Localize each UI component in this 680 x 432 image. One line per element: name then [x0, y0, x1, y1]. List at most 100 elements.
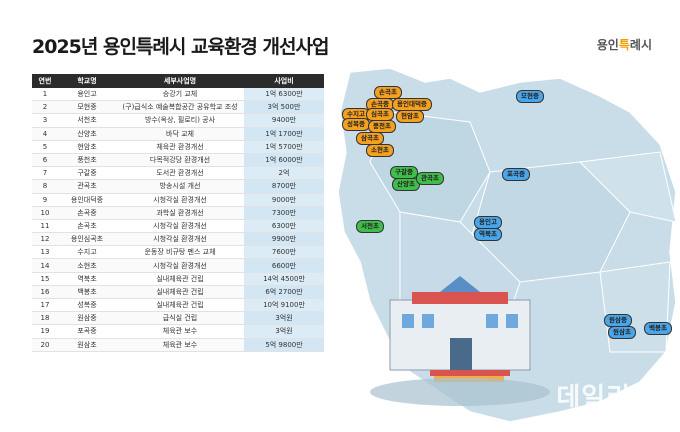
row-number: 20: [32, 338, 58, 352]
logo-text-2: 특: [618, 38, 630, 52]
row-cost: 10억 9100만: [244, 298, 324, 313]
map-label-baekbong: 백봉초: [644, 322, 672, 335]
row-cost: 5억 9800만: [244, 338, 324, 352]
row-school: 산양초: [58, 127, 116, 141]
watermark: 데일리안: [556, 383, 656, 413]
row-project: 체육관 환경개선: [116, 140, 244, 154]
row-project: 도서관 환경개선: [116, 166, 244, 181]
school-illustration: [370, 276, 550, 406]
map-label-sohyeon: 소현초: [366, 144, 394, 157]
row-number: 12: [32, 232, 58, 247]
row-project: 실내체육관 건립: [116, 272, 244, 286]
table-row: 2 모현중 (구)급식소 예술복합공간 공유학교 조성 3억 500만: [32, 100, 324, 115]
table-row: 1 용인고 승강기 교체 1억 6300만: [32, 88, 324, 102]
row-school: 원삼초: [58, 338, 116, 352]
row-cost: 9900만: [244, 232, 324, 247]
row-number: 2: [32, 100, 58, 115]
row-project: 시청각실 환경개선: [116, 232, 244, 247]
row-number: 14: [32, 258, 58, 273]
row-project: 체육관 보수: [116, 338, 244, 352]
table-row: 11 손곡초 시청각실 환경개선 6300만: [32, 219, 324, 234]
row-school: 역북초: [58, 272, 116, 286]
table-row: 15 역북초 실내체육관 건립 14억 4500만: [32, 272, 324, 286]
row-school: 용인고: [58, 88, 116, 102]
row-project: 방송시설 개선: [116, 179, 244, 194]
table-row: 12 용인심곡초 시청각실 환경개선 9900만: [32, 232, 324, 247]
logo-text-1: 용인: [596, 38, 619, 52]
table-row: 4 산양초 바닥 교체 1억 1700만: [32, 127, 324, 141]
row-cost: 7300만: [244, 206, 324, 220]
row-project: (구)급식소 예술복합공간 공유학교 조성: [116, 100, 244, 115]
row-project: 급식실 건립: [116, 311, 244, 326]
table-row: 6 풍천초 다목적강당 환경개선 1억 6000만: [32, 153, 324, 168]
row-school: 수지고: [58, 245, 116, 260]
row-number: 6: [32, 153, 58, 168]
row-number: 11: [32, 219, 58, 234]
map-label-seongbok: 성복중: [342, 118, 370, 131]
table-row: 17 성복중 실내체육관 건립 10억 9100만: [32, 298, 324, 313]
row-school: 풍천초: [58, 153, 116, 168]
table-row: 16 백봉초 실내체육관 건립 6억 2700만: [32, 285, 324, 300]
page-title: 2025년 용인특례시 교육환경 개선사업: [32, 36, 329, 58]
map-label-seocheon: 서천초: [356, 220, 384, 233]
map-label-yeokbuk: 역북초: [474, 228, 502, 241]
row-cost: 1억 5700만: [244, 140, 324, 154]
header-project: 세부사업명: [116, 74, 244, 88]
row-school: 백봉초: [58, 285, 116, 300]
table-row: 14 소현초 시청각실 환경개선 6600만: [32, 258, 324, 273]
table-row: 18 원삼중 급식실 건립 3억원: [32, 311, 324, 326]
table-row: 3 서천초 방수(옥상, 필로티) 공사 9400만: [32, 113, 324, 128]
row-cost: 2억: [244, 166, 324, 181]
row-project: 시청각실 환경개선: [116, 219, 244, 234]
row-school: 서천초: [58, 113, 116, 128]
row-number: 18: [32, 311, 58, 326]
row-cost: 3억 500만: [244, 100, 324, 115]
table-row: 20 원삼초 체육관 보수 5억 9800만: [32, 338, 324, 352]
table-row: 13 수지고 운동장 비규탕 펜스 교체 7600만: [32, 245, 324, 260]
table-row: 19 포곡중 체육관 보수 3억원: [32, 324, 324, 339]
row-school: 관곡초: [58, 179, 116, 194]
header-cost: 사업비: [244, 74, 324, 88]
city-logo: 용인특례시: [597, 36, 652, 53]
row-school: 용인심곡초: [58, 232, 116, 247]
map-label-pogok: 포곡중: [502, 168, 530, 181]
row-project: 바닥 교체: [116, 127, 244, 141]
row-cost: 6600만: [244, 258, 324, 273]
row-project: 시청각실 환경개선: [116, 258, 244, 273]
row-cost: 6300만: [244, 219, 324, 234]
row-school: 포곡중: [58, 324, 116, 339]
row-number: 19: [32, 324, 58, 339]
row-number: 1: [32, 88, 58, 102]
row-number: 9: [32, 193, 58, 207]
table-row: 5 현암초 체육관 환경개선 1억 5700만: [32, 140, 324, 154]
map-label-hyeonam: 현암초: [396, 110, 424, 123]
row-number: 3: [32, 113, 58, 128]
row-cost: 9000만: [244, 193, 324, 207]
row-project: 체육관 보수: [116, 324, 244, 339]
row-cost: 6억 2700만: [244, 285, 324, 300]
logo-text-3: 례시: [629, 38, 652, 52]
map-label-wonsam-cho: 원삼초: [608, 326, 636, 339]
row-number: 17: [32, 298, 58, 313]
map-label-gwangok: 관곡초: [416, 172, 444, 185]
map-label-pungcheon: 풍천초: [368, 120, 396, 133]
row-school: 소현초: [58, 258, 116, 273]
header-number: 연번: [32, 74, 58, 88]
row-school: 성복중: [58, 298, 116, 313]
table-header-row: 연번 학교명 세부사업명 사업비: [32, 74, 324, 88]
row-number: 5: [32, 140, 58, 154]
row-project: 실내체육관 건립: [116, 298, 244, 313]
row-cost: 9400만: [244, 113, 324, 128]
row-project: 운동장 비규탕 펜스 교체: [116, 245, 244, 260]
map-label-mohyeon: 모현중: [516, 90, 544, 103]
row-cost: 3억원: [244, 324, 324, 339]
row-number: 15: [32, 272, 58, 286]
row-cost: 14억 4500만: [244, 272, 324, 286]
row-cost: 7600만: [244, 245, 324, 260]
project-table: 연번 학교명 세부사업명 사업비 1 용인고 승강기 교체 1억 6300만 2 모현중(…: [32, 74, 324, 352]
row-cost: 3억원: [244, 311, 324, 326]
row-school: 손곡중: [58, 206, 116, 220]
header-school: 학교명: [58, 74, 116, 88]
row-cost: 1억 6300만: [244, 88, 324, 102]
row-project: 다목적강당 환경개선: [116, 153, 244, 168]
